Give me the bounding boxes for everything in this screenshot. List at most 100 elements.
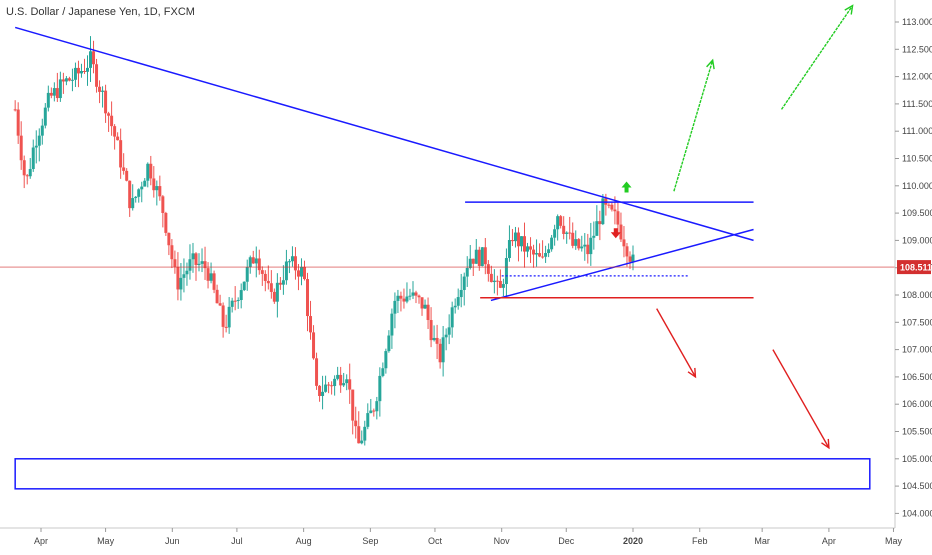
candle-body (465, 267, 469, 277)
candle-body (336, 374, 340, 379)
candle-body (227, 306, 231, 328)
candle-body (194, 253, 198, 265)
candle-body (529, 246, 533, 250)
candle-body (438, 343, 442, 363)
candle-body (498, 280, 502, 288)
candle-body (519, 236, 523, 247)
time-tick-label: Mar (754, 536, 770, 546)
time-tick-label: May (97, 536, 115, 546)
candle-body (568, 232, 572, 234)
candle-body (146, 163, 150, 181)
candle-body (137, 189, 141, 197)
descending-trendline (14, 26, 754, 242)
candle-body (372, 410, 376, 412)
candle-body (230, 300, 234, 307)
candle-body (263, 273, 267, 281)
candle-body (523, 236, 527, 252)
candle-body (507, 240, 511, 259)
candle-body (67, 78, 71, 81)
candle-body (583, 244, 587, 247)
candle-body (622, 239, 626, 247)
time-tick-label: Jun (165, 536, 180, 546)
price-tick-label: 110.500 (902, 154, 932, 164)
candle-body (321, 391, 325, 396)
time-tick-label: Apr (822, 536, 836, 546)
candle-body (387, 335, 391, 352)
candle-body (116, 136, 120, 141)
candle-body (245, 267, 249, 282)
candle-body (526, 246, 530, 252)
candle-body (155, 186, 159, 191)
candle-body (390, 313, 394, 336)
green-arrow-1 (673, 60, 714, 192)
candle-body (613, 209, 617, 212)
candle-body (16, 109, 20, 136)
candle-body (538, 253, 542, 257)
candles-group (13, 36, 635, 446)
candle-body (384, 351, 388, 369)
candle-body (209, 273, 213, 281)
candle-body (544, 253, 548, 257)
candle-body (242, 281, 246, 291)
candle-body (589, 237, 593, 255)
price-tick-label: 109.500 (902, 208, 932, 218)
price-tick-label: 105.500 (902, 427, 932, 437)
time-tick-label: Dec (558, 536, 575, 546)
price-tick-label: 113.000 (902, 17, 932, 27)
candle-body (25, 175, 29, 177)
candle-body (601, 198, 605, 225)
candle-body (92, 51, 96, 65)
candle-body (104, 90, 108, 114)
candle-body (37, 135, 41, 146)
candle-body (610, 204, 614, 210)
candle-body (79, 70, 83, 74)
candle-body (450, 307, 454, 328)
candle-body (302, 266, 306, 280)
price-tick-label: 112.000 (902, 72, 932, 82)
candle-body (64, 78, 68, 82)
chart-title: U.S. Dollar / Japanese Yen, 1D, FXCM (6, 6, 195, 18)
time-tick-label: Oct (428, 536, 443, 546)
candle-body (399, 295, 403, 299)
price-tick-label: 112.500 (902, 44, 932, 54)
candle-body (110, 115, 114, 127)
candle-body (577, 239, 581, 249)
candle-body (275, 282, 279, 302)
candle-body (489, 273, 493, 283)
candle-body (107, 113, 111, 116)
candle-body (28, 169, 32, 177)
candle-body (122, 167, 126, 171)
candle-body (272, 291, 276, 302)
candle-body (550, 237, 554, 250)
candle-body (345, 379, 349, 384)
candle-body (492, 280, 496, 283)
candle-body (76, 67, 80, 74)
price-tick-label: 107.500 (902, 317, 932, 327)
candle-body (73, 67, 77, 80)
time-tick-label: Jul (231, 536, 243, 546)
down-arrow-marker (610, 228, 621, 239)
candle-body (221, 305, 225, 327)
candle-body (182, 274, 186, 278)
candle-body (188, 259, 192, 271)
green-arrow-2 (780, 5, 854, 110)
candle-body (420, 297, 424, 309)
candle-body (333, 378, 337, 387)
candle-body (239, 290, 243, 301)
candle-body (70, 79, 74, 81)
candle-body (248, 257, 252, 268)
candle-body (299, 266, 303, 277)
candle-body (52, 88, 56, 96)
candle-body (134, 196, 138, 199)
candle-body (501, 284, 505, 288)
candle-body (61, 79, 65, 82)
candle-body (170, 245, 174, 260)
candle-body (483, 247, 487, 265)
candle-body (598, 221, 602, 225)
candle-body (85, 67, 89, 72)
candle-body (532, 249, 536, 255)
candle-body (369, 410, 373, 414)
candle-body (562, 225, 566, 234)
candle-body (218, 303, 222, 306)
